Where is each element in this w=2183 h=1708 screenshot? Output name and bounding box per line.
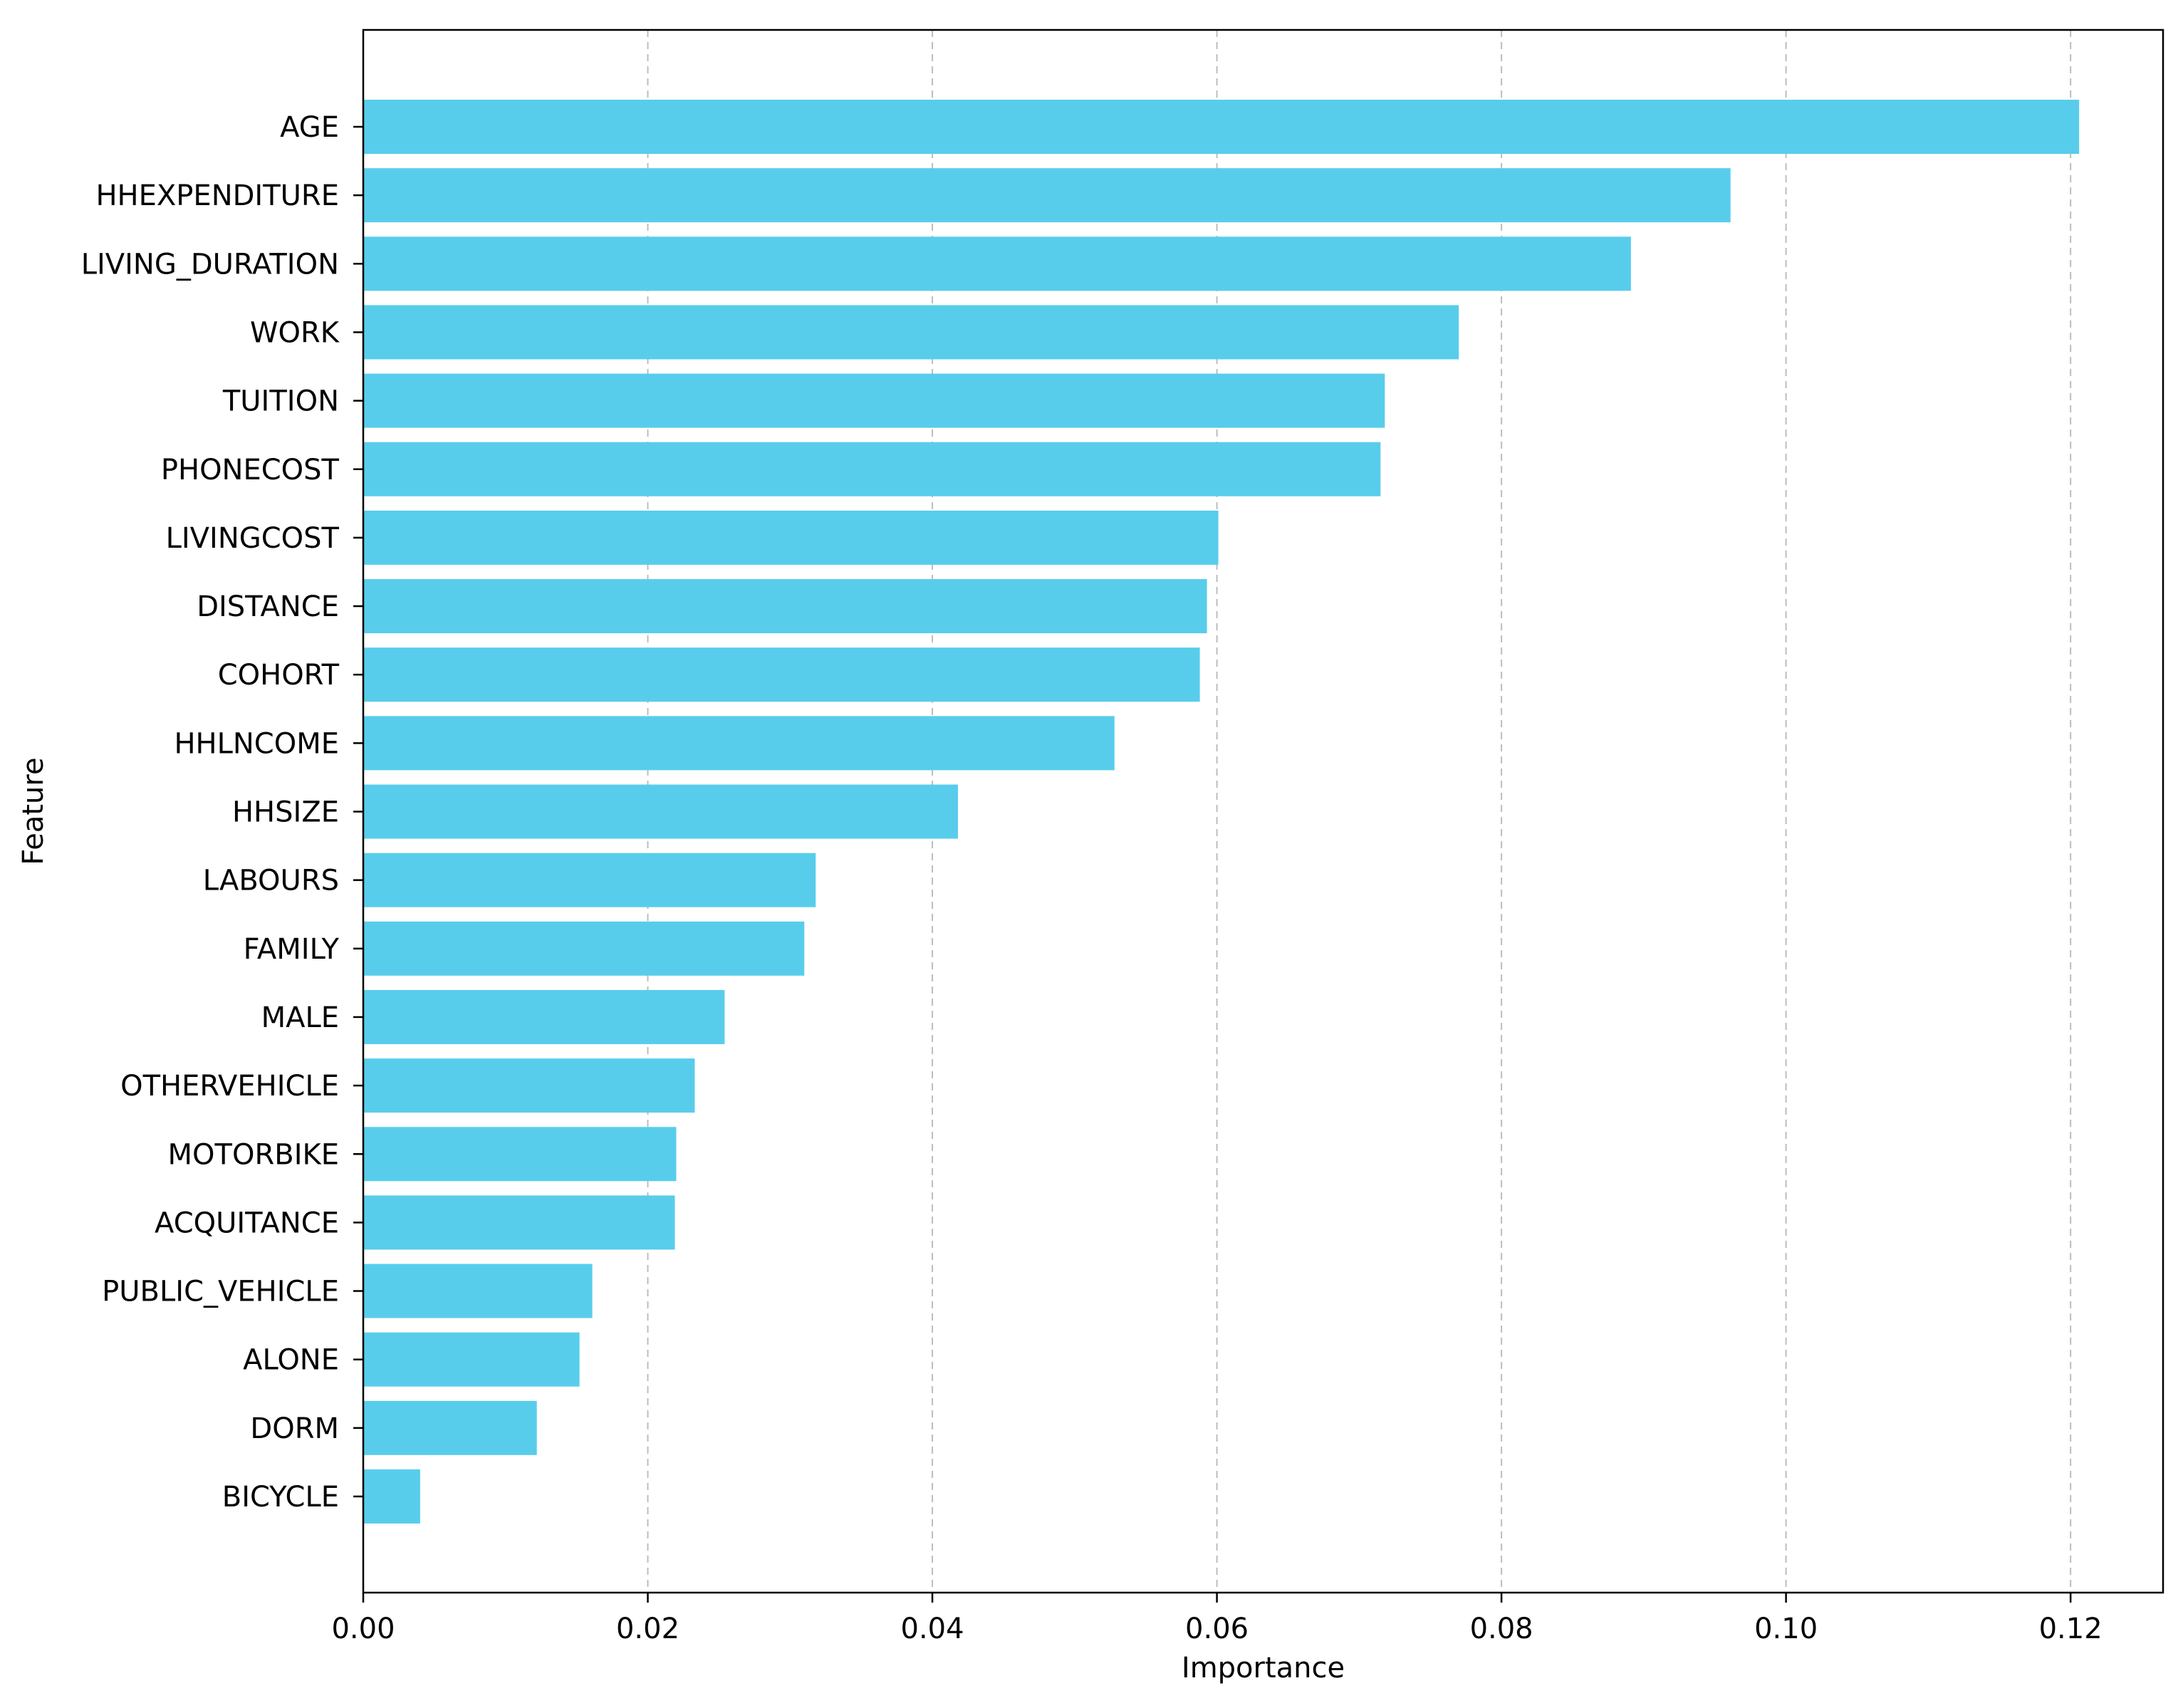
y-axis-title: Feature [17, 757, 50, 865]
bar-work [363, 305, 1459, 360]
y-tick-label: ACQUITANCE [155, 1207, 339, 1239]
bar-labours [363, 853, 816, 907]
y-tick-label: PHONECOST [161, 454, 340, 486]
y-tick-label: AGE [280, 111, 339, 144]
y-tick-label: LIVINGCOST [166, 522, 340, 555]
bar-bicycle [363, 1469, 420, 1524]
y-tick-label: TUITION [222, 385, 339, 418]
x-tick-label: 0.06 [1185, 1613, 1249, 1645]
bar-phonecost [363, 442, 1381, 496]
x-tick-label: 0.10 [1754, 1613, 1818, 1645]
y-tick-label: LIVING_DURATION [81, 248, 339, 281]
bar-dorm [363, 1400, 537, 1455]
bars [363, 100, 2080, 1524]
x-tick-label: 0.08 [1470, 1613, 1533, 1645]
bar-family [363, 921, 805, 976]
x-tick-label: 0.00 [331, 1613, 395, 1645]
bar-hhsize [363, 784, 959, 839]
bar-othervehicle [363, 1058, 695, 1113]
bar-motorbike [363, 1127, 677, 1182]
bar-livingcost [363, 510, 1219, 565]
bar-age [363, 100, 2080, 154]
x-axis-title: Importance [1182, 1652, 1345, 1684]
y-tick-label: PUBLIC_VEHICLE [102, 1276, 339, 1308]
y-tick-label: FAMILY [244, 933, 340, 966]
bar-hhexpenditure [363, 168, 1731, 223]
bar-living-duration [363, 236, 1631, 291]
x-tick-label: 0.12 [2039, 1613, 2103, 1645]
bar-alone [363, 1332, 580, 1387]
y-tick-label: MALE [261, 1001, 339, 1034]
y-tick-label: DISTANCE [197, 590, 339, 623]
y-tick-label: ALONE [243, 1344, 339, 1377]
y-tick-label: COHORT [218, 659, 340, 692]
y-tick-label: HHSIZE [232, 796, 339, 829]
bar-tuition [363, 373, 1385, 428]
y-tick-label: OTHERVEHICLE [120, 1070, 339, 1103]
y-tick-label: DORM [250, 1412, 339, 1445]
bar-cohort [363, 647, 1200, 702]
bar-distance [363, 579, 1207, 634]
bar-acquitance [363, 1195, 675, 1250]
x-axis-ticks: 0.00 0.02 0.04 0.06 0.08 0.10 0.12 [331, 1593, 2103, 1645]
bar-hhlncome [363, 716, 1115, 771]
y-tick-label: HHEXPENDITURE [95, 179, 339, 212]
y-tick-label: BICYCLE [222, 1481, 339, 1514]
y-tick-label: HHLNCOME [174, 727, 339, 760]
y-tick-label: WORK [250, 316, 340, 349]
bar-male [363, 989, 725, 1044]
y-tick-label: LABOURS [203, 865, 339, 897]
x-tick-label: 0.02 [616, 1613, 679, 1645]
y-tick-label: MOTORBIKE [168, 1138, 339, 1171]
y-axis-ticks: AGE HHEXPENDITURE LIVING_DURATION WORK TUITI… [81, 111, 363, 1514]
x-tick-label: 0.04 [901, 1613, 964, 1645]
bar-public-vehicle [363, 1264, 593, 1318]
